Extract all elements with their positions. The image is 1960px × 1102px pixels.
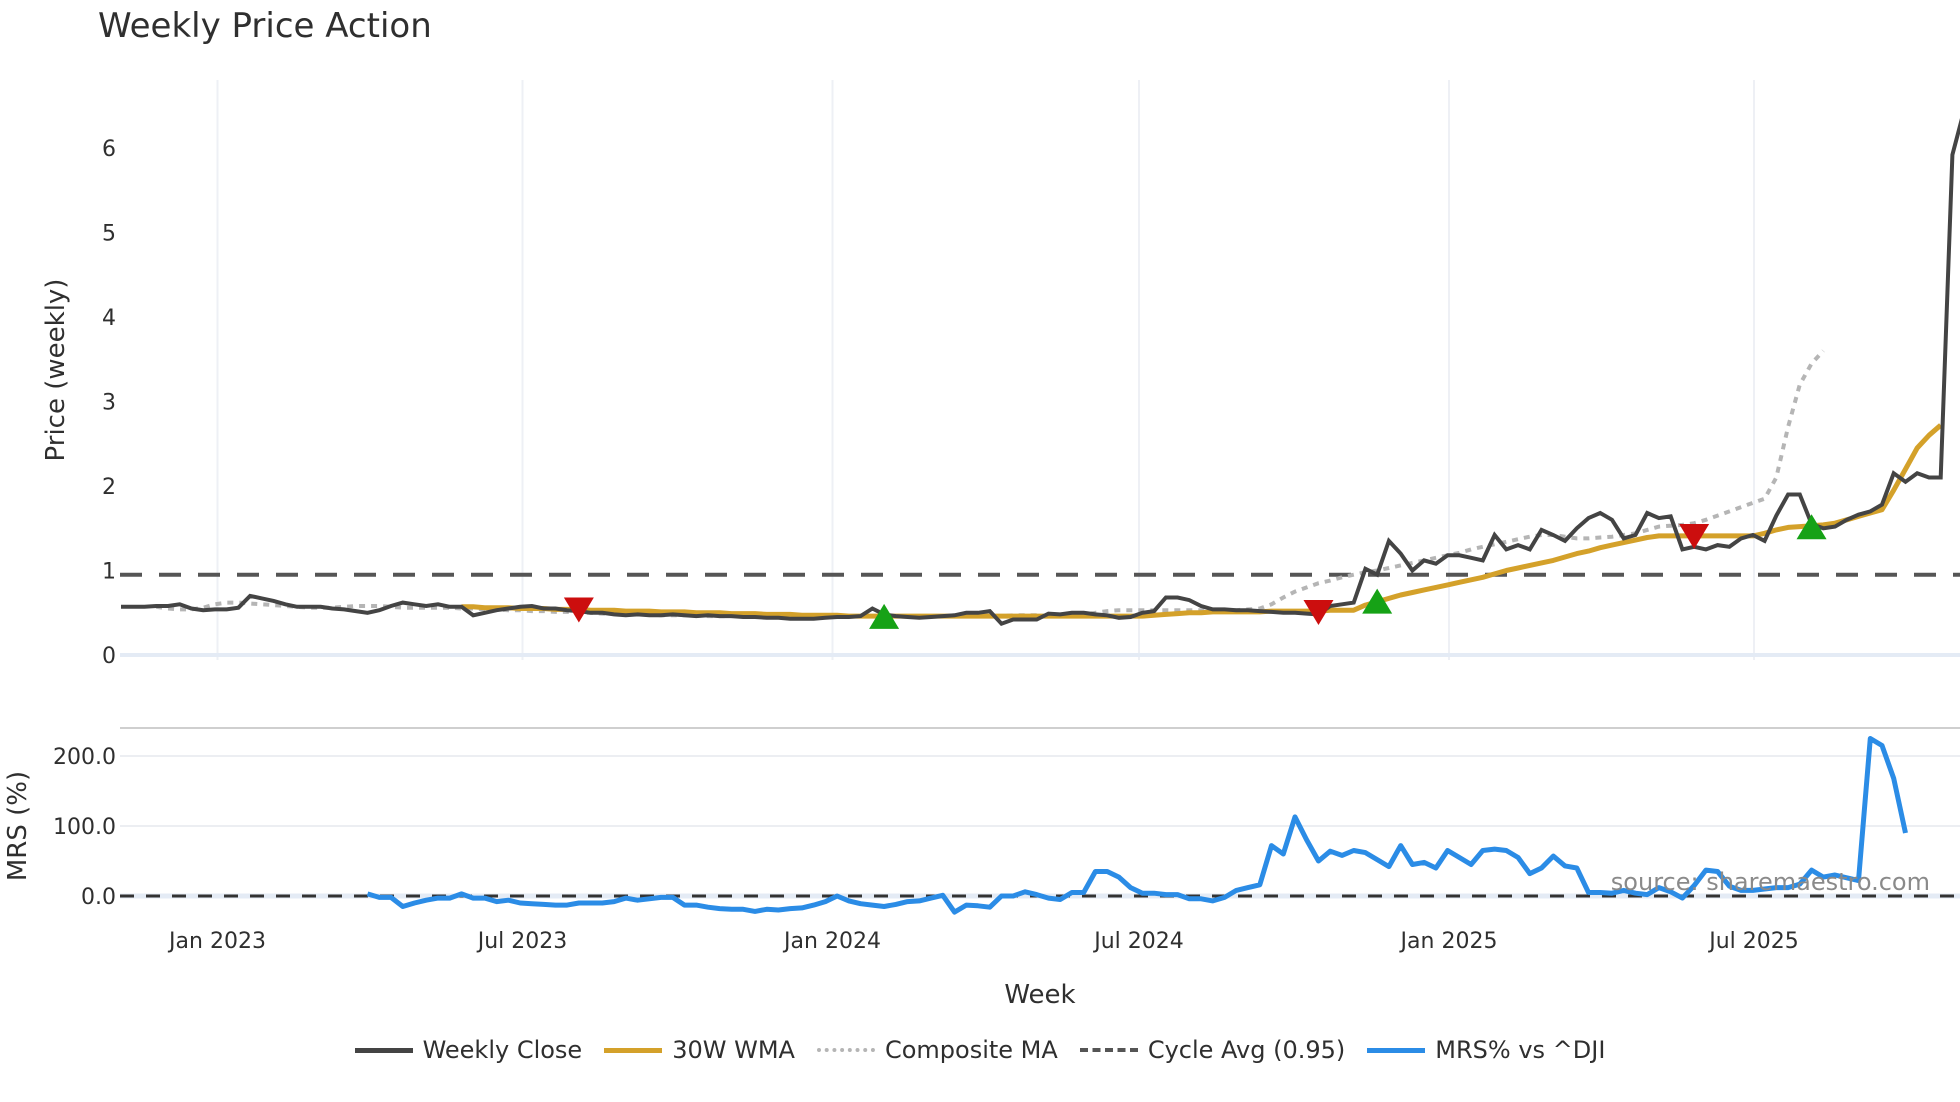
- price-y-tick: 4: [102, 306, 116, 331]
- x-axis-title: Week: [1004, 980, 1075, 1010]
- price-y-axis: 0 1 2 3 4 5 6: [102, 137, 116, 669]
- legend-label: MRS% vs ^DJI: [1435, 1036, 1606, 1064]
- mrs-y-tick: 100.0: [53, 815, 116, 840]
- price-gridlines: [120, 80, 1960, 660]
- price-y-tick: 2: [102, 475, 116, 500]
- buy-signal-marker: [869, 603, 900, 629]
- x-tick-label: Jul 2024: [1092, 929, 1184, 954]
- x-tick-label: Jul 2025: [1707, 929, 1799, 954]
- legend-swatch-composite-ma: [816, 1048, 875, 1052]
- weekly-close-line: [121, 118, 1960, 627]
- mrs-y-tick: 200.0: [53, 745, 116, 770]
- sell-signal-marker: [1303, 600, 1334, 626]
- sell-signal-marker: [563, 597, 594, 623]
- legend: Weekly Close 30W WMA Composite MA Cycle …: [0, 1036, 1960, 1064]
- legend-swatch-cycle-avg: [1079, 1048, 1138, 1052]
- x-tick-label: Jan 2023: [167, 929, 266, 954]
- wma-30w-line: [461, 423, 1943, 619]
- legend-label: 30W WMA: [672, 1036, 795, 1064]
- buy-signal-marker: [1796, 514, 1827, 540]
- buy-signal-marker: [1362, 588, 1393, 614]
- legend-item-weekly-close[interactable]: Weekly Close: [354, 1036, 583, 1064]
- mrs-y-axis-title: MRS (%): [3, 771, 33, 881]
- legend-label: Weekly Close: [422, 1036, 583, 1064]
- legend-swatch-mrs: [1367, 1047, 1426, 1053]
- legend-item-cycle-avg[interactable]: Cycle Avg (0.95): [1079, 1036, 1346, 1064]
- legend-item-wma[interactable]: 30W WMA: [604, 1036, 795, 1064]
- legend-swatch-wma: [604, 1047, 663, 1053]
- x-tick-label: Jan 2024: [782, 929, 881, 954]
- legend-label: Cycle Avg (0.95): [1147, 1036, 1346, 1064]
- legend-item-mrs[interactable]: MRS% vs ^DJI: [1367, 1036, 1605, 1064]
- mrs-y-axis: 0.0 100.0 200.0: [53, 745, 116, 910]
- mrs-line: [366, 736, 1908, 915]
- sell-signal-marker: [1679, 524, 1710, 550]
- price-y-tick: 5: [102, 222, 116, 247]
- legend-swatch-weekly-close: [354, 1047, 413, 1053]
- source-note: source: sharemaestro.com: [1611, 868, 1930, 896]
- signal-markers: [563, 514, 1827, 629]
- legend-item-composite-ma[interactable]: Composite MA: [816, 1036, 1058, 1064]
- mrs-y-tick: 0.0: [81, 885, 116, 910]
- x-axis: Jan 2023 Jul 2023 Jan 2024 Jul 2024 Jan 2025…: [167, 929, 1799, 954]
- price-y-axis-title: Price (weekly): [41, 279, 71, 462]
- legend-label: Composite MA: [884, 1036, 1058, 1064]
- chart-title: Weekly Price Action: [98, 6, 432, 46]
- x-tick-label: Jan 2025: [1399, 929, 1498, 954]
- price-y-tick: 3: [102, 391, 116, 416]
- mrs-panel: 0.0 100.0 200.0 MRS (%) source: sharemaest…: [3, 736, 1960, 915]
- price-panel: 0 1 2 3 4 5 6 Price (weekly): [41, 80, 1960, 669]
- composite-ma-line: [155, 349, 1825, 619]
- price-y-tick: 1: [102, 560, 116, 585]
- price-y-tick: 6: [102, 137, 116, 162]
- x-tick-label: Jul 2023: [476, 929, 568, 954]
- price-y-tick: 0: [102, 644, 116, 669]
